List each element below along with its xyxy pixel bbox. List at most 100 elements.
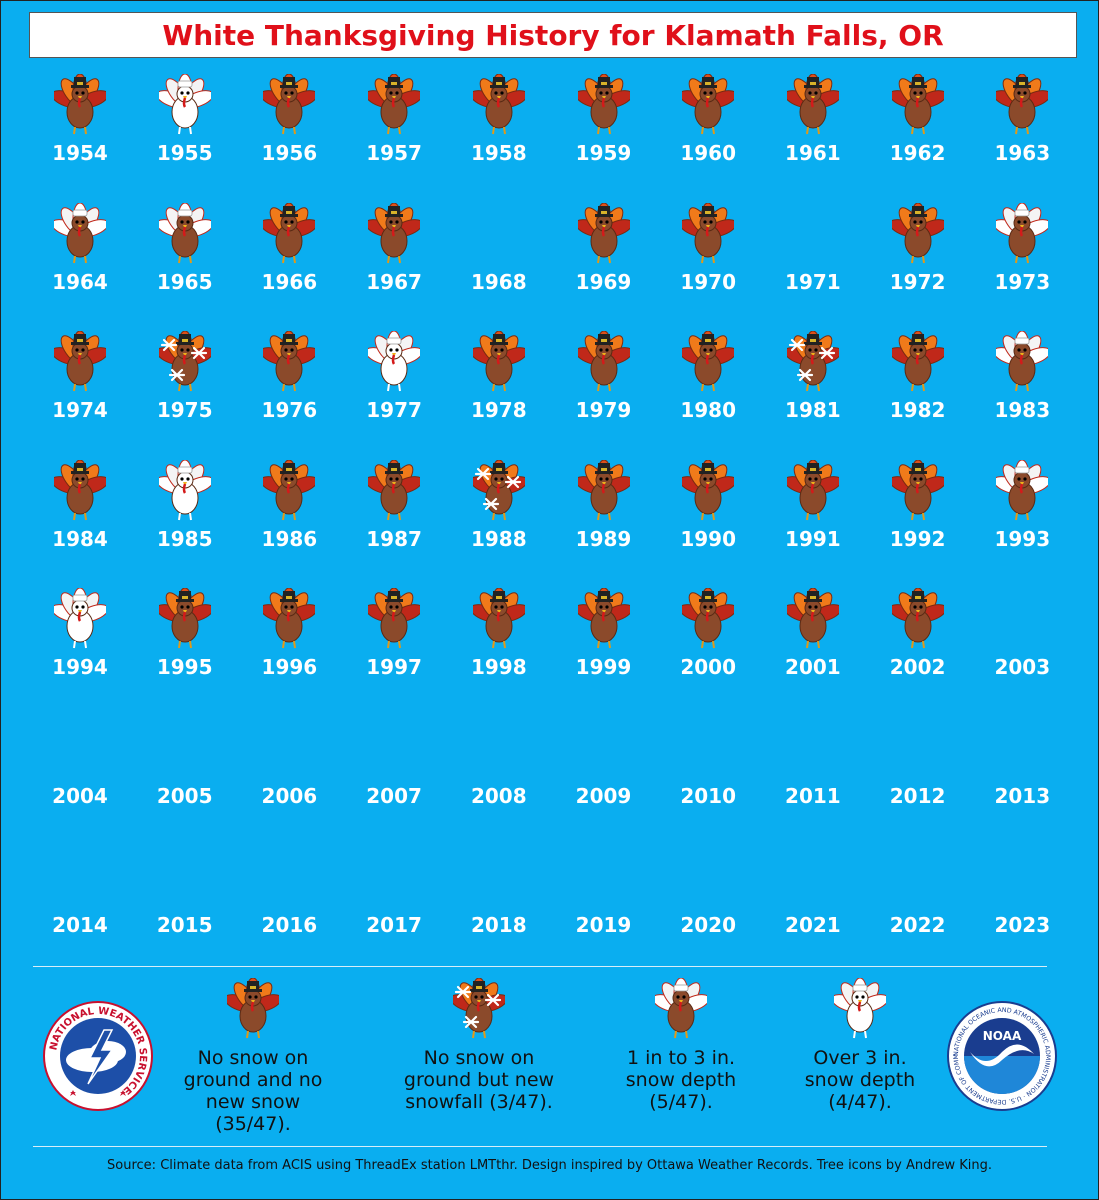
turkey-none-icon xyxy=(574,459,633,522)
year-label: 2019 xyxy=(575,912,632,937)
turkey-new-icon xyxy=(155,330,214,393)
year-label: 1958 xyxy=(470,141,527,165)
turkey-new-icon xyxy=(784,330,842,393)
year-label: 1965 xyxy=(156,269,213,294)
year-label: 2013 xyxy=(994,784,1051,808)
year-label: 1964 xyxy=(52,269,108,294)
year-cell: 2007 xyxy=(342,717,446,837)
year-label: 2001 xyxy=(785,655,841,680)
year-cell: 1999 xyxy=(552,587,656,708)
year-cell: 2018 xyxy=(447,846,551,966)
noaa-logo-icon: NATIONAL OCEANIC AND ATMOSPHERIC ADMINIS… xyxy=(946,1000,1057,1111)
turkey-light-icon xyxy=(993,202,1052,265)
svg-text:NOAA: NOAA xyxy=(983,1029,1022,1043)
year-label: 1981 xyxy=(785,398,841,423)
year-cell: 1966 xyxy=(237,202,341,323)
year-cell: 1991 xyxy=(761,459,865,580)
year-label: 1998 xyxy=(470,655,527,680)
year-cell: 1994 xyxy=(28,587,132,708)
year-label: 1973 xyxy=(994,269,1051,294)
turkey-none-icon xyxy=(679,73,738,136)
year-cell: 2006 xyxy=(237,717,341,837)
year-label: 1991 xyxy=(785,526,841,551)
legend-label: No snow on ground but new snowfall (3/47… xyxy=(403,1047,555,1113)
turkey-none-icon xyxy=(679,587,738,650)
year-cell: 1959 xyxy=(552,73,656,194)
turkey-none-icon xyxy=(469,587,528,650)
year-label: 1966 xyxy=(261,269,318,294)
year-label: 2000 xyxy=(680,655,737,680)
turkey-light-icon xyxy=(51,202,109,265)
year-label: 2006 xyxy=(261,784,318,808)
year-cell: 2013 xyxy=(970,717,1074,837)
year-cell: 2021 xyxy=(761,846,865,966)
year-cell: 1981 xyxy=(761,330,865,451)
turkey-none-icon xyxy=(888,73,947,136)
year-cell: 1955 xyxy=(133,73,237,194)
divider-bottom xyxy=(33,1146,1047,1147)
year-cell: 1975 xyxy=(133,330,237,451)
turkey-none-icon xyxy=(574,73,633,136)
year-cell: 1961 xyxy=(761,73,865,194)
year-cell: 2010 xyxy=(656,717,760,837)
turkey-none-icon xyxy=(365,202,423,265)
year-label: 1987 xyxy=(366,526,422,551)
year-cell: 1998 xyxy=(447,587,551,708)
turkey-none-icon xyxy=(260,202,319,265)
turkey-new-icon xyxy=(469,459,528,522)
year-cell: 2015 xyxy=(133,846,237,966)
turkey-none-icon xyxy=(784,459,842,522)
year-label: 2011 xyxy=(785,784,841,808)
year-cell: 2022 xyxy=(866,846,970,966)
page-title: White Thanksgiving History for Klamath F… xyxy=(162,18,944,52)
year-label: 1975 xyxy=(156,398,213,423)
year-label: 1974 xyxy=(52,398,108,423)
year-cell: 2012 xyxy=(866,717,970,837)
year-label: 1977 xyxy=(366,398,422,423)
divider-top xyxy=(33,966,1047,967)
year-label: 2002 xyxy=(889,655,946,680)
year-cell: 1969 xyxy=(552,202,656,323)
turkey-none-icon xyxy=(679,202,738,265)
year-label: 2007 xyxy=(366,784,422,808)
turkey-none-icon xyxy=(155,587,214,650)
year-label: 1984 xyxy=(52,526,108,551)
year-cell: 1963 xyxy=(970,73,1074,194)
year-label: 2008 xyxy=(470,784,527,808)
year-cell: 1985 xyxy=(133,459,237,580)
year-cell: 1965 xyxy=(133,202,237,323)
legend-turkey-light-icon xyxy=(652,977,710,1040)
year-cell: 1984 xyxy=(28,459,132,580)
year-label: 1955 xyxy=(156,141,213,165)
turkey-heavy-icon xyxy=(365,330,423,393)
year-cell: 2005 xyxy=(133,717,237,837)
year-label: 2015 xyxy=(156,912,213,937)
year-cell: 1987 xyxy=(342,459,446,580)
turkey-heavy-icon xyxy=(51,587,109,650)
year-label: 1969 xyxy=(575,269,632,294)
year-label: 1960 xyxy=(680,141,737,165)
turkey-none-icon xyxy=(365,459,423,522)
year-label: 1961 xyxy=(785,141,841,165)
year-cell: 2011 xyxy=(761,717,865,837)
turkey-none-icon xyxy=(888,587,947,650)
year-label: 1980 xyxy=(680,398,737,423)
year-cell: 1992 xyxy=(866,459,970,580)
year-label: 1970 xyxy=(680,269,737,294)
turkey-none-icon xyxy=(260,587,319,650)
year-cell: 1990 xyxy=(656,459,760,580)
year-cell: 2016 xyxy=(237,846,341,966)
year-label: 2014 xyxy=(52,912,108,937)
year-label: 2017 xyxy=(366,912,422,937)
year-cell: 1973 xyxy=(970,202,1074,323)
year-label: 2018 xyxy=(470,912,527,937)
turkey-none-icon xyxy=(51,330,109,393)
legend-turkey-new-icon xyxy=(450,977,508,1040)
year-label: 2004 xyxy=(52,784,108,808)
turkey-none-icon xyxy=(51,73,109,136)
turkey-none-icon xyxy=(260,459,319,522)
year-label: 2012 xyxy=(889,784,946,808)
year-label: 2021 xyxy=(785,912,841,937)
year-cell: 1954 xyxy=(28,73,132,194)
year-label: 1996 xyxy=(261,655,318,680)
